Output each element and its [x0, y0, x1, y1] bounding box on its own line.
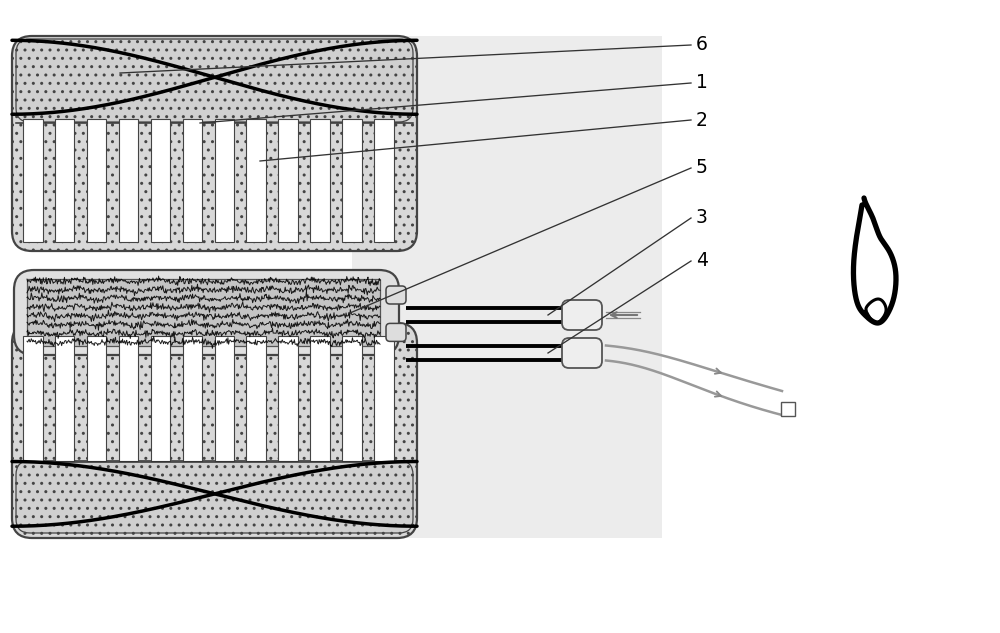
- Bar: [352, 36, 662, 538]
- Bar: [87, 336, 106, 461]
- Text: 1: 1: [696, 73, 708, 92]
- Bar: [278, 120, 298, 242]
- Bar: [310, 336, 330, 461]
- FancyBboxPatch shape: [16, 39, 413, 122]
- Text: 2: 2: [696, 111, 708, 130]
- Text: 3: 3: [696, 208, 708, 227]
- Bar: [374, 336, 394, 461]
- Bar: [374, 120, 394, 242]
- Bar: [87, 120, 106, 242]
- Bar: [119, 120, 138, 242]
- Text: 4: 4: [696, 251, 708, 270]
- Bar: [342, 120, 362, 242]
- Bar: [214, 336, 234, 461]
- Bar: [278, 336, 298, 461]
- Bar: [55, 120, 74, 242]
- Bar: [27, 279, 380, 346]
- FancyBboxPatch shape: [386, 286, 406, 304]
- FancyBboxPatch shape: [16, 461, 413, 533]
- Bar: [310, 120, 330, 242]
- FancyBboxPatch shape: [386, 323, 406, 341]
- Bar: [246, 120, 266, 242]
- Text: 5: 5: [696, 158, 708, 177]
- Text: 6: 6: [696, 35, 708, 54]
- Bar: [214, 120, 234, 242]
- FancyBboxPatch shape: [14, 270, 399, 355]
- Bar: [151, 120, 170, 242]
- Bar: [246, 336, 266, 461]
- Bar: [183, 336, 202, 461]
- Bar: [23, 120, 42, 242]
- FancyBboxPatch shape: [12, 323, 417, 538]
- FancyBboxPatch shape: [562, 300, 602, 330]
- Bar: [781, 402, 795, 416]
- Bar: [55, 336, 74, 461]
- Bar: [151, 336, 170, 461]
- FancyBboxPatch shape: [12, 36, 417, 251]
- Bar: [23, 336, 42, 461]
- Bar: [183, 120, 202, 242]
- FancyBboxPatch shape: [562, 338, 602, 368]
- Bar: [119, 336, 138, 461]
- Bar: [342, 336, 362, 461]
